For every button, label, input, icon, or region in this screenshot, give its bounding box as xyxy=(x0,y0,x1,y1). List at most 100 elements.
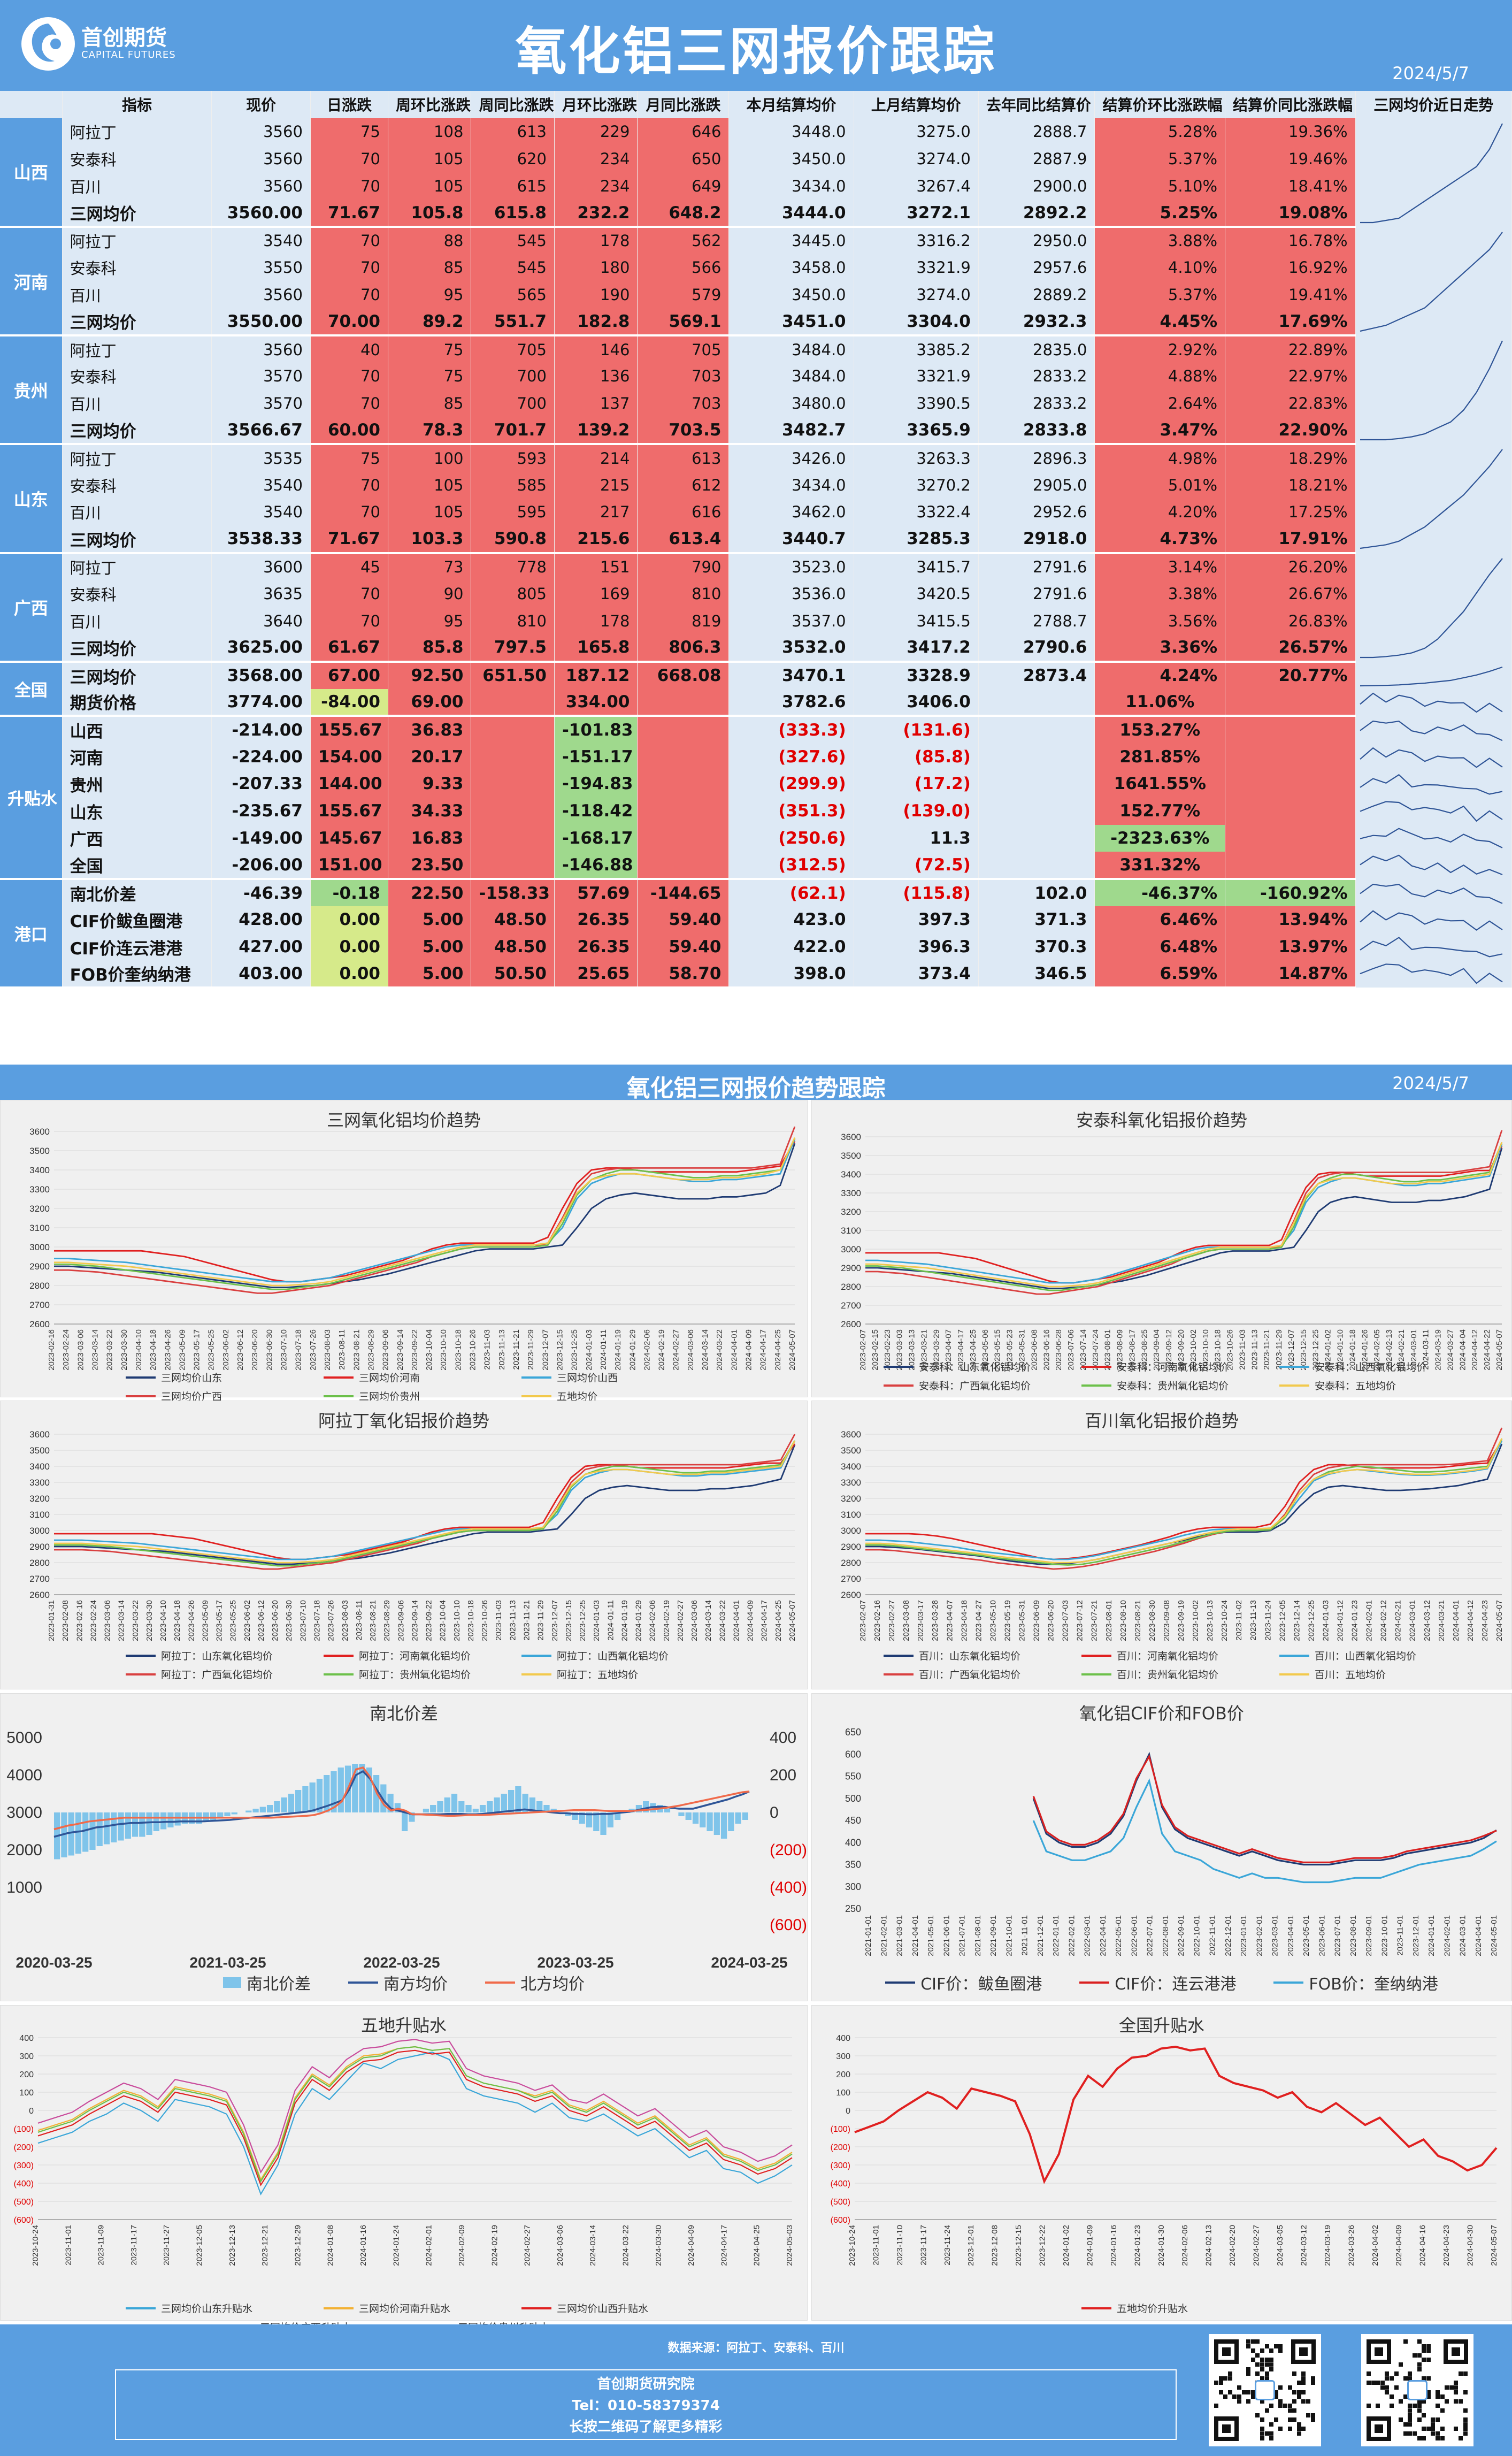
legend-swatch xyxy=(1081,1365,1111,1368)
x-tick-label: 2023-11-13 xyxy=(1249,1600,1258,1641)
x-tick-label: 2023-08-09 xyxy=(1116,1329,1125,1371)
legend-item: 百川：山西氧化铝均价 xyxy=(1279,1648,1440,1663)
table-cell: 3560 xyxy=(211,118,311,146)
table-cell: 613.4 xyxy=(637,525,730,554)
table-cell: 85 xyxy=(388,254,472,281)
series-line xyxy=(54,1137,796,1287)
table-cell: 2833.8 xyxy=(978,417,1095,446)
table-row: 三网均价 3550.00 70.00 89.2 551.7 182.8 569.1 3451.… xyxy=(0,308,1512,337)
x-tick-label: 2024-01-03 xyxy=(1321,1600,1330,1641)
x-tick-label: 2023-07-26 xyxy=(309,1329,318,1371)
x-tick-label: 2023-04-26 xyxy=(163,1329,172,1371)
table-cell: 551.7 xyxy=(471,308,555,337)
trend-sparkline xyxy=(1355,226,1512,336)
table-cell xyxy=(637,743,730,770)
x-tick-label: 2023-07-18 xyxy=(294,1329,303,1371)
table-cell: 3304.0 xyxy=(854,308,979,337)
series-line xyxy=(1032,1751,1497,1866)
row-group-label: 贵州 xyxy=(0,335,63,446)
table-row: 广西 阿拉丁 3600 45 73 778 151 790 3523.0 3415.7 2791.6… xyxy=(0,553,1512,663)
x-tick-label: 2022-05-01 xyxy=(1114,1915,1123,1956)
x-tick-label: 2024-03-12 xyxy=(1299,2225,1308,2266)
table-row: 百川 3640 70 95 810 178 819 3537.0 3415.5 2788.7 3.5… xyxy=(0,607,1512,634)
y2-tick-label: 0 xyxy=(770,1804,779,1822)
y-tick-label: (300) xyxy=(14,2161,34,2170)
legend-swatch xyxy=(324,1395,354,1397)
table-cell: 13.94% xyxy=(1225,906,1356,934)
table-cell: 20.77% xyxy=(1225,661,1356,689)
table-cell: 346.5 xyxy=(978,960,1095,989)
spread-bar xyxy=(224,1812,231,1816)
spread-bar xyxy=(543,1805,550,1812)
table-cell: 3272.1 xyxy=(854,200,979,228)
table-cell: -160.92% xyxy=(1225,879,1356,906)
spread-bar xyxy=(614,1812,621,1820)
table-cell: 3.56% xyxy=(1094,607,1226,634)
qr-hint: 长按二维码了解更多精彩 xyxy=(569,2419,723,2435)
table-cell: 3462.0 xyxy=(728,498,854,526)
table-cell: 705 xyxy=(471,335,555,363)
y-tick-label: 3600 xyxy=(29,1127,50,1137)
spread-bar xyxy=(437,1801,443,1812)
x-tick-label: 2023-12-15 xyxy=(1014,2225,1023,2266)
y-tick-label: 0 xyxy=(846,2107,850,2116)
legend-swatch xyxy=(1081,1654,1111,1657)
table-cell: 105 xyxy=(388,498,472,526)
table-cell: (139.0) xyxy=(854,797,979,825)
legend-label: 阿拉丁：山东氧化铝均价 xyxy=(161,1650,273,1662)
legend-swatch xyxy=(1279,1384,1309,1387)
spread-bar xyxy=(118,1812,124,1841)
y-tick-label: 2900 xyxy=(841,1542,861,1552)
x-tick-label: 2023-07-06 xyxy=(1066,1329,1076,1371)
table-cell: 2790.6 xyxy=(978,634,1095,663)
legend-item: 三网均价贵州 xyxy=(324,1389,484,1403)
table-cell: 69.00 xyxy=(388,688,472,717)
x-tick-label: 2022-04-01 xyxy=(1099,1915,1108,1956)
table-cell: 154.00 xyxy=(310,743,389,770)
y-tick-label: (100) xyxy=(14,2125,34,2134)
qr-code-icon[interactable] xyxy=(1209,2334,1321,2446)
series-line xyxy=(54,1444,796,1565)
legend-label: 阿拉丁：五地均价 xyxy=(557,1669,639,1681)
spread-bar xyxy=(302,1786,309,1812)
legend-label: 南北价差 xyxy=(247,1975,311,1994)
qr-code-icon[interactable] xyxy=(1361,2334,1473,2446)
x-tick-label: 2023-04-07 xyxy=(944,1329,953,1371)
chart-baichuan: 2600 2700 2800 2900 3000 3100 3200 3300 3400 3500… xyxy=(841,1427,1504,1641)
y2-tick-label: 400 xyxy=(770,1729,796,1747)
legend-swatch xyxy=(521,1673,551,1675)
x-tick-label: 2023-09-19 xyxy=(1177,1600,1186,1641)
table-cell: 5.00 xyxy=(388,960,472,989)
x-tick-label: 2023-05-25 xyxy=(207,1329,216,1371)
x-tick-label: 2023-09-14 xyxy=(410,1600,419,1641)
legend-item: 三网均价河南 xyxy=(324,1370,484,1384)
table-cell: 3328.9 xyxy=(854,661,979,689)
x-tick-label: 2021-07-01 xyxy=(958,1915,967,1956)
table-row: 百川 3560 70 105 615 234 649 3434.0 3267.4 2900.0 5.… xyxy=(0,172,1512,200)
table-cell xyxy=(978,770,1095,798)
table-cell: 3536.0 xyxy=(728,580,854,608)
legend-label: 阿拉丁：广西氧化铝均价 xyxy=(161,1669,273,1681)
legend-label: 百川：山西氧化铝均价 xyxy=(1315,1650,1417,1662)
table-cell xyxy=(637,770,730,798)
spread-bar xyxy=(409,1812,415,1822)
spread-bar xyxy=(529,1797,536,1812)
table-cell: 3316.2 xyxy=(854,226,979,254)
table-cell: 75 xyxy=(388,362,472,390)
table-cell: 3570 xyxy=(211,389,311,417)
table-cell: 6.48% xyxy=(1094,933,1226,961)
legend-label: 阿拉丁：山西氧化铝均价 xyxy=(557,1650,669,1662)
table-cell: 790 xyxy=(637,553,730,580)
table-cell: 3560 xyxy=(211,335,311,363)
report-date: 2024/5/7 xyxy=(1392,63,1469,83)
x-tick-label: 2024-02-09 xyxy=(457,2225,466,2266)
legend-label: FOB价：奎纳纳港 xyxy=(1309,1975,1438,1994)
table-cell: 6.46% xyxy=(1094,906,1226,934)
spread-bar xyxy=(366,1768,372,1812)
table-cell: 3535 xyxy=(211,444,311,472)
table-cell: 616 xyxy=(637,498,730,526)
table-row: 安泰科 3540 70 105 585 215 612 3434.0 3270.2 2905.0 5… xyxy=(0,471,1512,499)
x-tick-label: 2023-10-26 xyxy=(480,1600,489,1641)
x-tick-label: 2023-10-18 xyxy=(454,1329,463,1371)
logo-name-en: CAPITAL FUTURES xyxy=(81,49,176,60)
